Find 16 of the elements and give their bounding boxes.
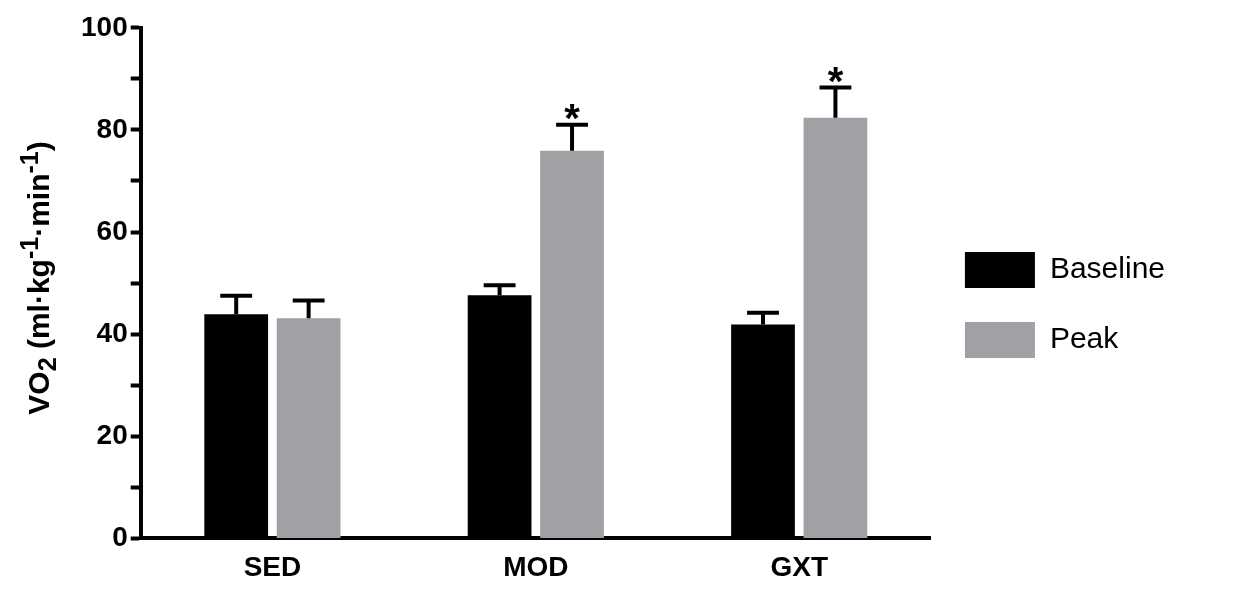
- x-tick-label: MOD: [503, 550, 569, 582]
- annotation: *: [827, 58, 844, 103]
- legend-label: Peak: [1049, 321, 1120, 355]
- y-tick-label: 100: [81, 10, 128, 42]
- x-tick-label: GXT: [770, 550, 828, 582]
- y-tick-label: 0: [112, 521, 128, 553]
- legend-label: Baseline: [1049, 251, 1165, 285]
- bar: [540, 150, 604, 538]
- bar: [803, 117, 868, 538]
- y-tick-label: 60: [96, 214, 128, 246]
- annotation: *: [564, 95, 581, 140]
- y-tick-label: 40: [96, 316, 128, 348]
- y-tick-label: 20: [96, 419, 128, 450]
- x-tick-label: SED: [243, 550, 302, 582]
- y-tick-label: 80: [96, 112, 128, 144]
- bar: [276, 318, 341, 538]
